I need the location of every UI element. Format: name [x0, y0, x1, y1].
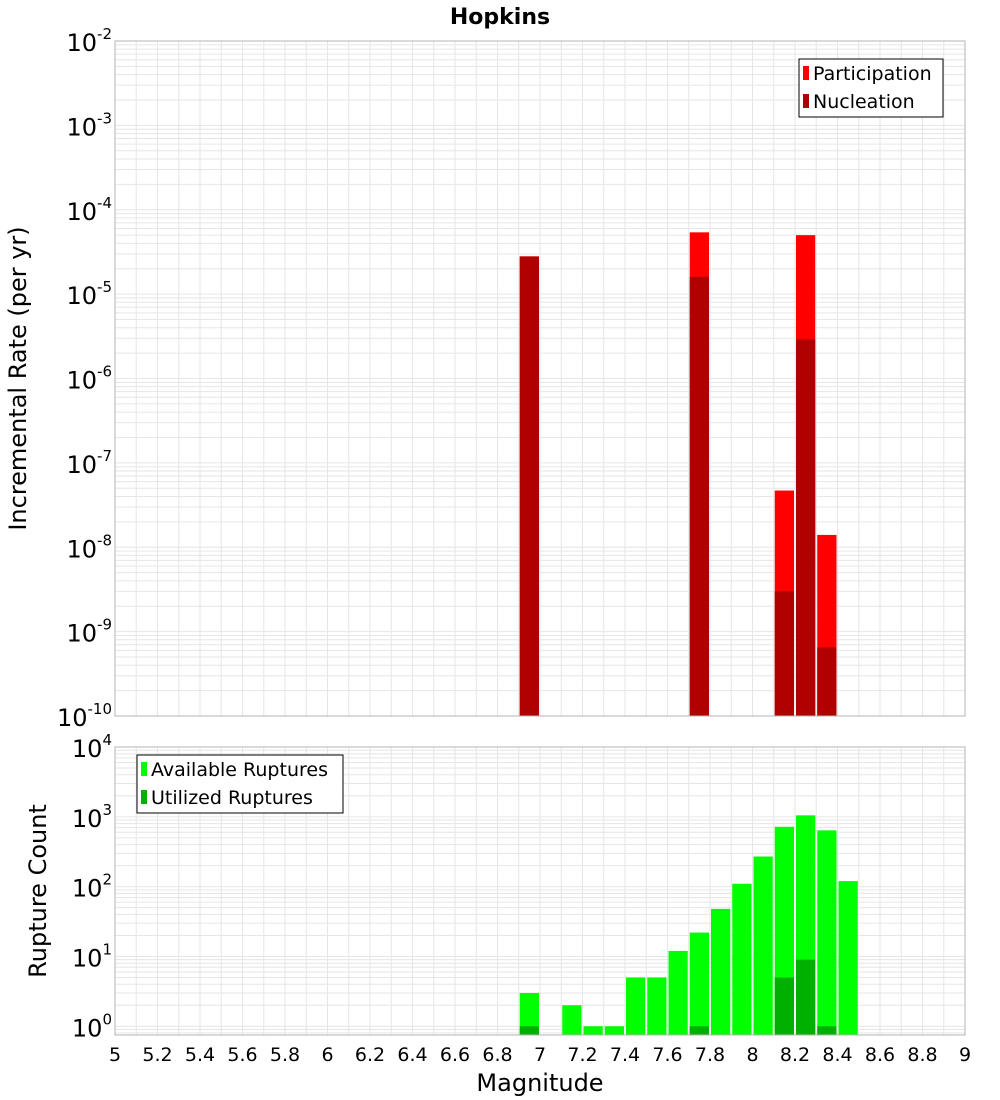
bot-bar-available-ruptures — [583, 1026, 603, 1035]
top-bars — [519, 232, 837, 716]
bot-bar-available-ruptures — [562, 1005, 582, 1035]
y-tick-label: 10-10 — [57, 700, 112, 732]
y-tick-label: 103 — [72, 801, 112, 833]
legend-label: Utilized Ruptures — [151, 787, 313, 809]
bot-bar-utilized-ruptures — [774, 977, 794, 1035]
x-tick-label: 8 — [746, 1044, 758, 1066]
bot-bar-utilized-ruptures — [689, 1026, 709, 1035]
y-tick-label: 10-2 — [66, 25, 112, 57]
x-tick-label: 5.4 — [185, 1044, 215, 1066]
bottom-plot-frame — [114, 746, 966, 1036]
y-tick-label: 10-4 — [66, 194, 112, 226]
x-tick-label: 6.6 — [440, 1044, 470, 1066]
bottom-bars — [519, 815, 858, 1035]
bottom-legend: Available Ruptures Utilized Ruptures — [136, 754, 344, 814]
bottom-panel: 100 101 102 103 104 Rupture Count Available … — [24, 731, 966, 1042]
y-tick-label: 10-5 — [66, 278, 112, 310]
y-tick-label: 104 — [72, 731, 112, 763]
bot-bar-available-ruptures — [753, 856, 773, 1035]
legend-box — [136, 754, 344, 814]
legend-swatch — [803, 94, 809, 108]
bot-bar-available-ruptures — [689, 932, 709, 1035]
x-tick-label: 7.8 — [695, 1044, 725, 1066]
bot-bar-available-ruptures — [732, 883, 752, 1035]
bot-bar-available-ruptures — [711, 908, 731, 1035]
x-tick-label: 8.4 — [822, 1044, 852, 1066]
x-tick-label: 5.8 — [270, 1044, 300, 1066]
x-tick-label: 8.8 — [907, 1044, 937, 1066]
top-plot-frame — [114, 40, 966, 717]
x-tick-label: 7 — [534, 1044, 546, 1066]
top-bar-nucleation — [774, 591, 794, 716]
bot-bar-utilized-ruptures — [817, 1026, 837, 1035]
y-tick-label: 10-6 — [66, 363, 112, 395]
y-tick-label: 100 — [72, 1010, 112, 1042]
bot-bar-available-ruptures — [817, 830, 837, 1035]
top-bar-nucleation — [796, 339, 816, 716]
bot-bar-available-ruptures — [647, 977, 667, 1035]
x-tick-label: 6 — [321, 1044, 333, 1066]
bottom-y-axis-label: Rupture Count — [24, 804, 52, 978]
x-tick-label: 5 — [109, 1044, 121, 1066]
bot-bar-utilized-ruptures — [519, 1026, 539, 1035]
bot-bar-available-ruptures — [519, 992, 539, 1035]
x-tick-label: 7.6 — [652, 1044, 682, 1066]
y-tick-label: 101 — [72, 940, 112, 972]
top-y-tick-labels: 10-10 10-9 10-8 10-7 10-6 10-5 10-4 10-3 10-2 — [57, 25, 112, 732]
legend-swatch — [141, 762, 147, 776]
legend-label: Participation — [813, 63, 932, 85]
legend-label: Available Ruptures — [151, 759, 328, 781]
x-tick-label: 6.4 — [397, 1044, 427, 1066]
x-tick-label: 9 — [959, 1044, 971, 1066]
y-tick-label: 10-9 — [66, 616, 112, 648]
top-y-axis-label: Incremental Rate (per yr) — [4, 226, 32, 530]
top-bar-nucleation — [817, 647, 837, 716]
x-tick-label: 7.2 — [567, 1044, 597, 1066]
x-tick-labels: 5 5.2 5.4 5.6 5.8 6 6.2 6.4 6.6 6.8 7 7.2 7.4 7.6 7.8 8… — [109, 1044, 971, 1066]
y-tick-label: 10-8 — [66, 531, 112, 563]
bot-bar-available-ruptures — [604, 1026, 624, 1035]
bot-bar-available-ruptures — [626, 977, 646, 1035]
x-tick-label: 7.4 — [610, 1044, 640, 1066]
top-bar-nucleation — [519, 256, 539, 716]
legend-label: Nucleation — [813, 91, 915, 113]
bot-bar-utilized-ruptures — [796, 959, 816, 1035]
top-bar-nucleation — [689, 276, 709, 716]
y-tick-label: 10-3 — [66, 109, 112, 141]
top-legend: Participation Nucleation — [798, 58, 944, 118]
x-tick-label: 6.2 — [355, 1044, 385, 1066]
y-tick-label: 10-7 — [66, 447, 112, 479]
legend-box — [798, 58, 944, 118]
bot-bar-available-ruptures — [838, 881, 858, 1035]
legend-swatch — [141, 790, 147, 804]
x-tick-label: 8.6 — [865, 1044, 895, 1066]
bot-bar-available-ruptures — [668, 950, 688, 1035]
x-tick-label: 6.8 — [482, 1044, 512, 1066]
x-tick-label: 5.2 — [142, 1044, 172, 1066]
x-axis-label: Magnitude — [476, 1069, 603, 1097]
bottom-y-tick-labels: 100 101 102 103 104 — [72, 731, 112, 1042]
x-tick-label: 5.6 — [227, 1044, 257, 1066]
top-gridlines — [114, 40, 966, 717]
x-tick-label: 8.2 — [780, 1044, 810, 1066]
legend-swatch — [803, 66, 809, 80]
top-panel: 10-10 10-9 10-8 10-7 10-6 10-5 10-4 10-3 10-2 In… — [4, 25, 966, 732]
y-tick-label: 102 — [72, 871, 112, 903]
chart-title: Hopkins — [450, 5, 550, 30]
